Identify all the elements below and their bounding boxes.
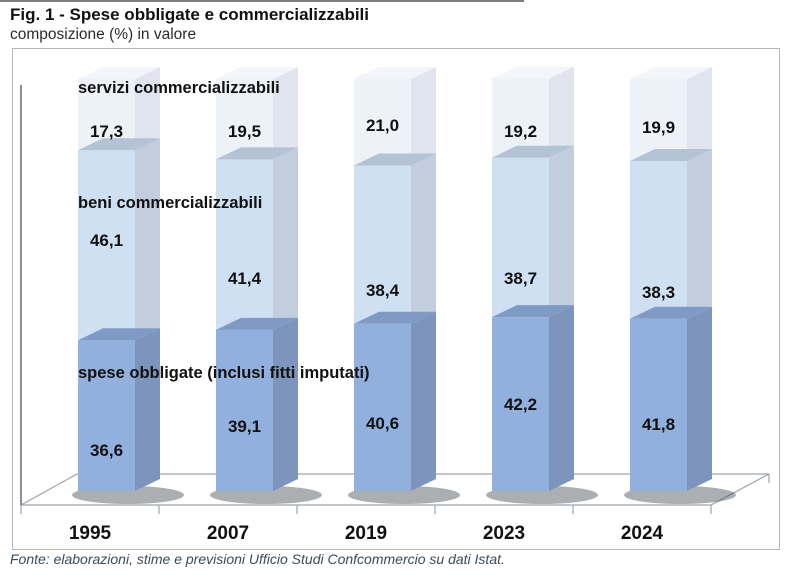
value-label: 36,6 [90, 441, 123, 460]
bar-segment-top [630, 148, 712, 161]
bar-segment-side [549, 66, 574, 158]
chart-area: 36,6 46,1 17,3 1995 39,1 41,4 19,5 2007 40,6 38,4… [12, 48, 780, 550]
value-label: 19,9 [642, 118, 675, 137]
value-label: 46,1 [90, 231, 123, 250]
bar-segment-front [216, 79, 273, 160]
bar-segment-top [492, 305, 574, 318]
bar-segment-front [630, 79, 687, 161]
bar-1995 [78, 67, 160, 491]
value-label: 19,2 [504, 122, 537, 141]
bar-2019 [354, 67, 436, 491]
bar-segment-side [273, 67, 298, 160]
bar-segment-side [687, 67, 712, 161]
bar-segment-side [411, 153, 436, 324]
bar-segment-top [216, 317, 298, 330]
bar-segment-top [78, 138, 160, 151]
value-label: 19,5 [228, 122, 261, 141]
bar-2024 [630, 67, 712, 491]
bar-segment-top [630, 67, 712, 79]
top-divider [0, 0, 524, 2]
source-note: Fonte: elaborazioni, stime e previsioni … [10, 551, 505, 567]
bar-segment-side [687, 306, 712, 491]
value-label: 38,4 [366, 281, 400, 300]
bar-segment-side [135, 328, 160, 491]
bar-segment-front [492, 78, 549, 158]
bar-segment-top [78, 328, 160, 341]
bar-segment-side [273, 147, 298, 330]
bar-segment-top [216, 147, 298, 160]
bar-segment-front [354, 165, 411, 324]
bar-segment-front [630, 318, 687, 491]
bar-segment-front [492, 157, 549, 318]
bar-segment-side [273, 317, 298, 491]
category-label: 2024 [621, 523, 664, 544]
bar-segment-side [549, 145, 574, 318]
bar-2023 [492, 66, 574, 491]
bar-segment-front [354, 79, 411, 166]
bar-segment-side [411, 67, 436, 166]
series-label: beni commercializzabili [78, 194, 262, 212]
series-label: spese obbligate (inclusi fitti imputati) [78, 364, 370, 382]
value-label: 40,6 [366, 414, 399, 433]
bar-segment-top [354, 153, 436, 166]
bar-segment-front [216, 329, 273, 491]
stacked-bar-chart: 36,6 46,1 17,3 1995 39,1 41,4 19,5 2007 40,6 38,4… [20, 66, 770, 544]
value-label: 41,4 [228, 269, 262, 288]
bar-segment-side [549, 305, 574, 491]
bar-segment-top [216, 67, 298, 79]
category-label: 1995 [69, 523, 112, 544]
value-label: 38,7 [504, 269, 537, 288]
bar-segment-front [492, 317, 549, 491]
bar-segment-top [492, 145, 574, 158]
bar-segment-top [78, 67, 160, 79]
value-label: 41,8 [642, 415, 675, 434]
bar-segment-top [354, 67, 436, 79]
bar-segment-top [492, 66, 574, 79]
bar-segment-front [78, 340, 135, 491]
figure-title: Fig. 1 - Spese obbligate e commercializz… [10, 5, 369, 24]
bar-2007 [216, 67, 298, 491]
series-label: servizi commercializzabili [78, 79, 280, 97]
bar-segment-side [135, 138, 160, 341]
bar-segment-front [78, 150, 135, 341]
value-label: 42,2 [504, 395, 537, 414]
value-label: 21,0 [366, 116, 399, 135]
value-label: 17,3 [90, 122, 123, 141]
bar-segment-side [687, 148, 712, 319]
figure-subtitle: composizione (%) in valore [10, 26, 197, 43]
category-label: 2007 [207, 523, 249, 544]
bar-segment-front [354, 323, 411, 491]
category-label: 2019 [345, 523, 387, 544]
bar-segment-top [354, 311, 436, 324]
floor-left-edge [20, 473, 78, 506]
value-label: 39,1 [228, 417, 261, 436]
category-label: 2023 [483, 523, 525, 544]
value-label: 38,3 [642, 283, 675, 302]
bar-segment-front [630, 160, 687, 319]
bar-segment-side [135, 67, 160, 151]
bar-segment-top [630, 306, 712, 319]
bar-segment-side [411, 311, 436, 491]
bar-segment-front [216, 159, 273, 330]
